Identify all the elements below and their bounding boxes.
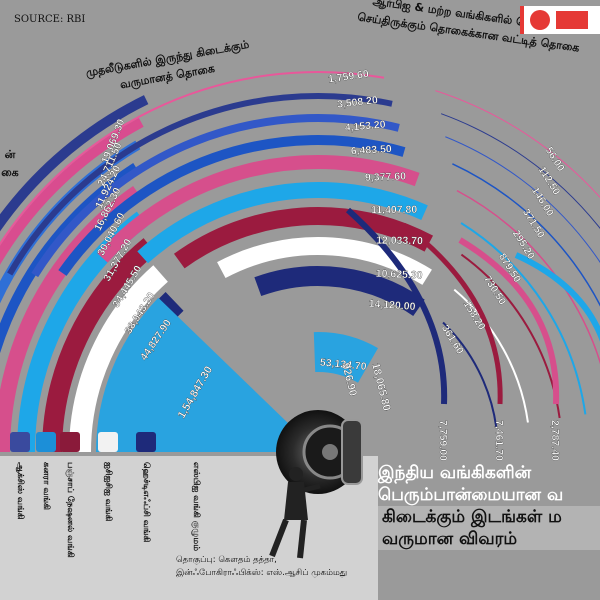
investment-income-label: 10,625.30 <box>376 268 423 282</box>
deposit-interest-bar <box>345 207 448 405</box>
investment-income-label: 6,483.50 <box>351 143 393 157</box>
title-line-1: இந்திய வங்கிகளின் <box>378 463 532 483</box>
title-line-4: வருமான விவரம் <box>378 528 600 550</box>
bank-logo-icon <box>60 432 80 452</box>
deposit-interest-bar <box>452 163 600 307</box>
total-income-bar <box>0 117 144 265</box>
bank-name-label: எஸ்பிஐ வங்கி குழுமம் <box>190 462 202 551</box>
credit-line-2: இன்ஃபோகிராஃபிக்ஸ்: எஸ்.ஆசிப் முகம்மது <box>176 568 348 578</box>
investment-income-label: 12,033.70 <box>376 234 423 247</box>
investment-income-label: 3,508.20 <box>336 94 378 111</box>
deposit-interest-bar <box>460 222 587 415</box>
investment-income-bar <box>137 182 428 264</box>
bank-logo-icon <box>186 432 206 452</box>
deposit-interest-bar <box>402 223 503 405</box>
bank-name-label: ஐசிஐசிஐ வங்கி <box>103 462 114 521</box>
bank-name-label: கனரா வங்கி <box>41 462 52 510</box>
deposit-interest-label: 2,787.40 <box>549 420 561 461</box>
investment-income-bar <box>58 135 406 276</box>
total-header-line-2: கை <box>1 166 18 179</box>
bank-name-label: ஹெச்டிஎஃப்சி வங்கி <box>141 462 152 542</box>
bank-logo-icon <box>98 432 118 452</box>
deposit-interest-label: 7,759.00 <box>437 420 449 461</box>
investment-income-bar <box>217 237 432 285</box>
total-income-bar <box>69 265 168 453</box>
deposit-interest-bar <box>514 252 600 342</box>
man-pushing-icon <box>269 467 321 559</box>
bank-logo-icon <box>10 432 30 452</box>
credit-line-1: தொகுப்பு: கௌதம் தத்தா, <box>176 555 277 565</box>
logo-mark-icon <box>556 11 588 29</box>
center-value-label: 18,065.80 <box>369 362 392 412</box>
title-line-2: பெரும்பான்மையான வ <box>378 485 564 505</box>
investment-income-label: 14,120.00 <box>368 298 416 313</box>
investment-income-label: 11,407.80 <box>371 204 417 216</box>
credits: தொகுப்பு: கௌதம் தத்தா, இன்ஃபோகிராஃபிக்ஸ்… <box>176 554 347 580</box>
deposit-interest-bar <box>440 113 600 230</box>
logo-emblem-icon <box>530 10 550 30</box>
investment-income-label: 1,759.60 <box>327 68 369 86</box>
vault-icon <box>276 410 363 494</box>
deposit-interest-bar <box>453 288 529 423</box>
investment-income-bar <box>313 332 378 384</box>
deposit-interest-label: 361.60 <box>439 323 466 357</box>
deposit-interest-label: 730.50 <box>481 274 508 308</box>
deposit-interest-bar <box>442 321 498 428</box>
bank-logo-icon <box>136 432 156 452</box>
source-label: SOURCE: RBI <box>14 14 86 25</box>
deposit-interest-label: 7,461.70 <box>493 420 505 461</box>
total-header-line-1: ன் <box>5 148 16 161</box>
bank-logo-icon <box>36 432 56 452</box>
deposit-interest-bar <box>445 136 600 264</box>
investment-income-label: 9,377.60 <box>365 170 406 183</box>
deposit-interest-bar <box>435 90 600 199</box>
title-line-3: கிடைக்கும் இடங்கள் ம <box>378 506 600 528</box>
investment-income-bar <box>173 207 434 269</box>
investment-income-label: 4,153.20 <box>344 119 386 135</box>
investment-income-bar <box>7 93 393 276</box>
investment-income-label: 53,134.70 <box>319 357 367 373</box>
deposit-interest-bar <box>458 237 560 405</box>
total-income-bar <box>42 238 157 453</box>
investment-income-bar <box>31 114 400 278</box>
title-block: இந்திய வங்கிகளின் பெரும்பான்மையான வ கிடை… <box>378 462 600 550</box>
bank-name-label: ஆக்சிஸ் வங்கி <box>15 462 26 520</box>
investment-income-bar <box>254 266 425 317</box>
total-income-bar <box>0 95 149 232</box>
total-income-bar <box>96 297 318 452</box>
bank-name-label: பஞ்சாப் நேஷனல் வங்கி <box>65 462 76 558</box>
investment-income-bar <box>0 71 385 246</box>
investment-income-bar <box>97 155 420 263</box>
publisher-logo <box>520 6 600 34</box>
